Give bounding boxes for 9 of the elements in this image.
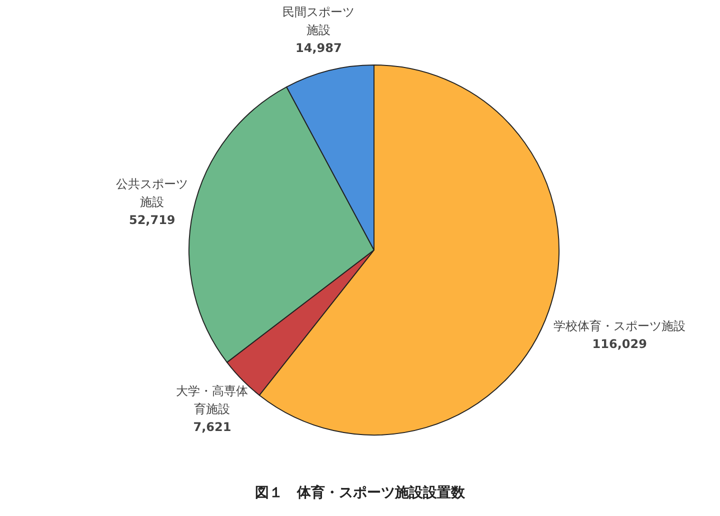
slice-label: 公共スポーツ施設 — [115, 176, 190, 211]
data-label: 7,621 — [192, 419, 232, 436]
slice-label: 民間スポーツ施設 — [282, 4, 356, 39]
data-label: 52,719 — [128, 212, 176, 229]
slice-label: 学校体育・スポーツ施設 — [554, 318, 686, 336]
slice-label: 大学・高専体育施設 — [175, 383, 250, 418]
text: 図１ 体育・スポーツ施設設置数 — [254, 484, 466, 502]
data-label: 116,029 — [591, 336, 648, 354]
data-label: 14,987 — [294, 40, 343, 57]
